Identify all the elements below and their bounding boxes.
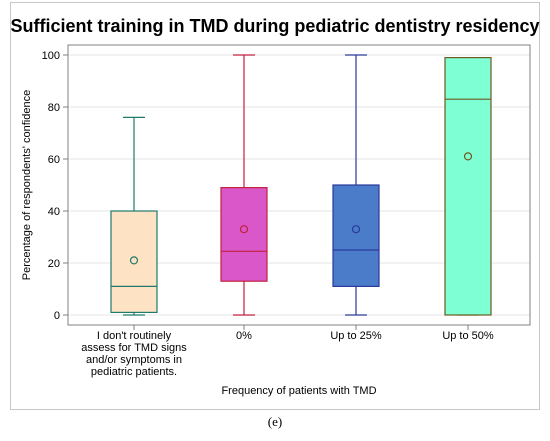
- mean-marker: [239, 225, 249, 234]
- y-tick-label: 80: [48, 102, 60, 114]
- figure-caption: (e): [267, 414, 283, 429]
- chart-title: Sufficient training in TMD during pediat…: [10, 16, 540, 36]
- y-axis-label: Percentage of respondents' confidence: [21, 90, 33, 280]
- y-tick-label: 0: [54, 310, 60, 322]
- y-tick-label: 60: [48, 154, 60, 166]
- x-tick-label: I don't routinely assess for TMD signs and…: [81, 330, 187, 378]
- iqr-box: [332, 184, 380, 288]
- y-tick-label: 100: [42, 50, 60, 62]
- iqr-box: [444, 56, 492, 316]
- x-tick-label: 0%: [236, 330, 252, 342]
- y-tick-label: 20: [48, 258, 60, 270]
- mean-marker: [129, 256, 139, 265]
- x-tick-label: Up to 50%: [442, 330, 494, 342]
- x-axis-label: Frequency of patients with TMD: [221, 385, 376, 397]
- y-tick-label: 40: [48, 206, 60, 218]
- plot-area: [67, 44, 531, 326]
- x-tick-label: Up to 25%: [330, 330, 382, 342]
- mean-marker: [463, 152, 473, 161]
- iqr-box: [110, 210, 158, 314]
- mean-marker: [351, 225, 361, 234]
- iqr-box: [220, 187, 268, 282]
